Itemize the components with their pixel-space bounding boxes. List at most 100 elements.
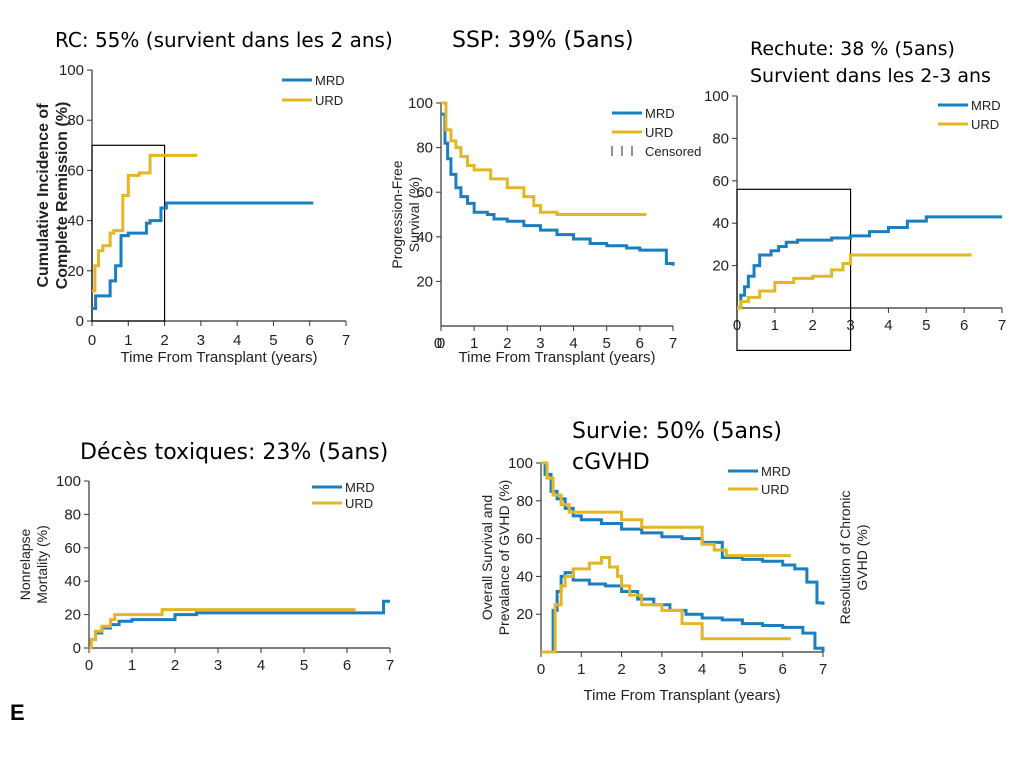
x-tick-label: 2 — [617, 661, 625, 678]
annotation-pfs: SSP: 39% (5ans) — [452, 28, 634, 53]
y-tick-label: 40 — [712, 215, 729, 232]
legend-label: MRD — [971, 98, 1001, 113]
y-zero-label: 0 — [434, 335, 442, 352]
y-tick-label: 60 — [712, 173, 729, 190]
y-tick-label: 0 — [73, 640, 81, 657]
y-tick-label: 20 — [712, 258, 729, 275]
x-axis-label: Time From Transplant (years) — [459, 349, 656, 366]
x-tick-label: 6 — [960, 317, 968, 334]
x-tick-label: 7 — [386, 657, 394, 674]
legend-label: MRD — [761, 464, 791, 479]
y-tick-label: 100 — [508, 455, 533, 472]
series-line-urd — [737, 253, 972, 310]
annotation-survival-line1: Survie: 50% (5ans) — [572, 419, 782, 444]
annotation-relapse-line1: Rechute: 38 % (5ans) — [750, 38, 955, 60]
y-tick-label: 20 — [416, 273, 433, 290]
y-tick-label: 80 — [67, 112, 84, 129]
series-line-urd — [441, 101, 647, 216]
series-line-urd — [89, 608, 356, 650]
series-line-mrd — [441, 112, 675, 266]
x-tick-label: 2 — [809, 317, 817, 334]
y-tick-label: 80 — [64, 506, 81, 523]
y-tick-label: 40 — [516, 568, 533, 585]
y-axis-label: Progression-FreeSurvival (%) — [389, 160, 422, 268]
x-tick-label: 6 — [306, 332, 314, 349]
y-tick-label: 80 — [516, 493, 533, 510]
highlight-box — [736, 188, 852, 351]
legend-label: URD — [315, 93, 343, 108]
legend-label: MRD — [345, 480, 375, 495]
x-tick-label: 1 — [577, 661, 585, 678]
annotation-nrm: Décès toxiques: 23% (5ans) — [80, 440, 389, 465]
x-tick-label: 2 — [160, 332, 168, 349]
series-line-mrd — [737, 215, 1002, 310]
y-tick-label: 100 — [408, 95, 433, 112]
y-tick-label: 40 — [67, 213, 84, 230]
x-tick-label: 1 — [124, 332, 132, 349]
x-tick-label: 0 — [437, 335, 445, 352]
annotation-survival: Survie: 50% (5ans) cGVHD — [572, 416, 782, 478]
x-tick-label: 3 — [214, 657, 222, 674]
series-line-mrd — [541, 571, 825, 654]
legend-label: Censored — [645, 144, 701, 159]
x-tick-label: 6 — [636, 335, 644, 352]
y-tick-label: 20 — [64, 607, 81, 624]
x-tick-label: 2 — [503, 335, 511, 352]
y-tick-label: 100 — [59, 62, 84, 79]
annotation-survival-line2: cGVHD — [572, 450, 650, 475]
series-line-urd — [541, 461, 791, 558]
x-tick-label: 5 — [922, 317, 930, 334]
legend-label: URD — [345, 496, 373, 511]
legend-label: MRD — [315, 73, 345, 88]
x-tick-label: 6 — [779, 661, 787, 678]
y-axis-label: Overall Survival andPrevalance of GVHD (… — [479, 480, 512, 636]
x-tick-label: 4 — [884, 317, 892, 334]
annotation-relapse: Rechute: 38 % (5ans) Survient dans les 2… — [750, 36, 991, 90]
annotation-relapse-line2: Survient dans les 2-3 ans — [750, 65, 991, 87]
y-axis-label-right: Resolution of ChronicGVHD (%) — [837, 491, 870, 625]
y-tick-label: 40 — [64, 573, 81, 590]
annotation-remission: RC: 55% (survient dans les 2 ans) — [55, 28, 393, 52]
y-tick-label: 0 — [76, 313, 84, 330]
x-tick-label: 7 — [342, 332, 350, 349]
x-tick-label: 7 — [819, 661, 827, 678]
x-tick-label: 3 — [658, 661, 666, 678]
panel-letter: E — [10, 700, 25, 725]
y-tick-label: 20 — [67, 263, 84, 280]
x-tick-label: 0 — [85, 657, 93, 674]
series-line-urd — [541, 556, 791, 654]
y-axis-label: NonrelapseMortality (%) — [17, 525, 50, 604]
x-tick-label: 5 — [300, 657, 308, 674]
x-tick-label: 3 — [536, 335, 544, 352]
x-tick-label: 7 — [998, 317, 1006, 334]
y-tick-label: 20 — [516, 606, 533, 623]
x-tick-label: 0 — [88, 332, 96, 349]
x-tick-label: 3 — [197, 332, 205, 349]
x-tick-label: 5 — [269, 332, 277, 349]
y-tick-label: 60 — [67, 162, 84, 179]
x-tick-label: 4 — [233, 332, 241, 349]
x-tick-label: 6 — [343, 657, 351, 674]
highlight-box — [91, 144, 166, 322]
y-tick-label: 100 — [56, 473, 81, 490]
x-tick-label: 4 — [698, 661, 706, 678]
x-tick-label: 4 — [569, 335, 577, 352]
legend-label: URD — [645, 125, 673, 140]
chart-os_gvhd: 0 1 2 3 4 5 6 7 20 40 60 80 100 MRD URD Time From Trans… — [479, 455, 870, 704]
y-tick-label: 60 — [64, 540, 81, 557]
y-axis-label: Cumulative Incidence of Complete Remissio… — [35, 102, 71, 290]
legend-label: URD — [971, 117, 999, 132]
legend-label: MRD — [645, 106, 675, 121]
y-tick-label: 40 — [416, 229, 433, 246]
y-tick-label: 100 — [704, 88, 729, 105]
y-tick-label: 60 — [416, 184, 433, 201]
y-tick-label: 80 — [416, 140, 433, 157]
x-tick-label: 1 — [128, 657, 136, 674]
x-axis-label: Time From Transplant (years) — [121, 349, 318, 366]
x-tick-label: 1 — [771, 317, 779, 334]
chart-remission: 0 1 2 3 4 5 6 7 0 20 40 60 80 100 MRD URD Time From Tran… — [35, 62, 350, 366]
